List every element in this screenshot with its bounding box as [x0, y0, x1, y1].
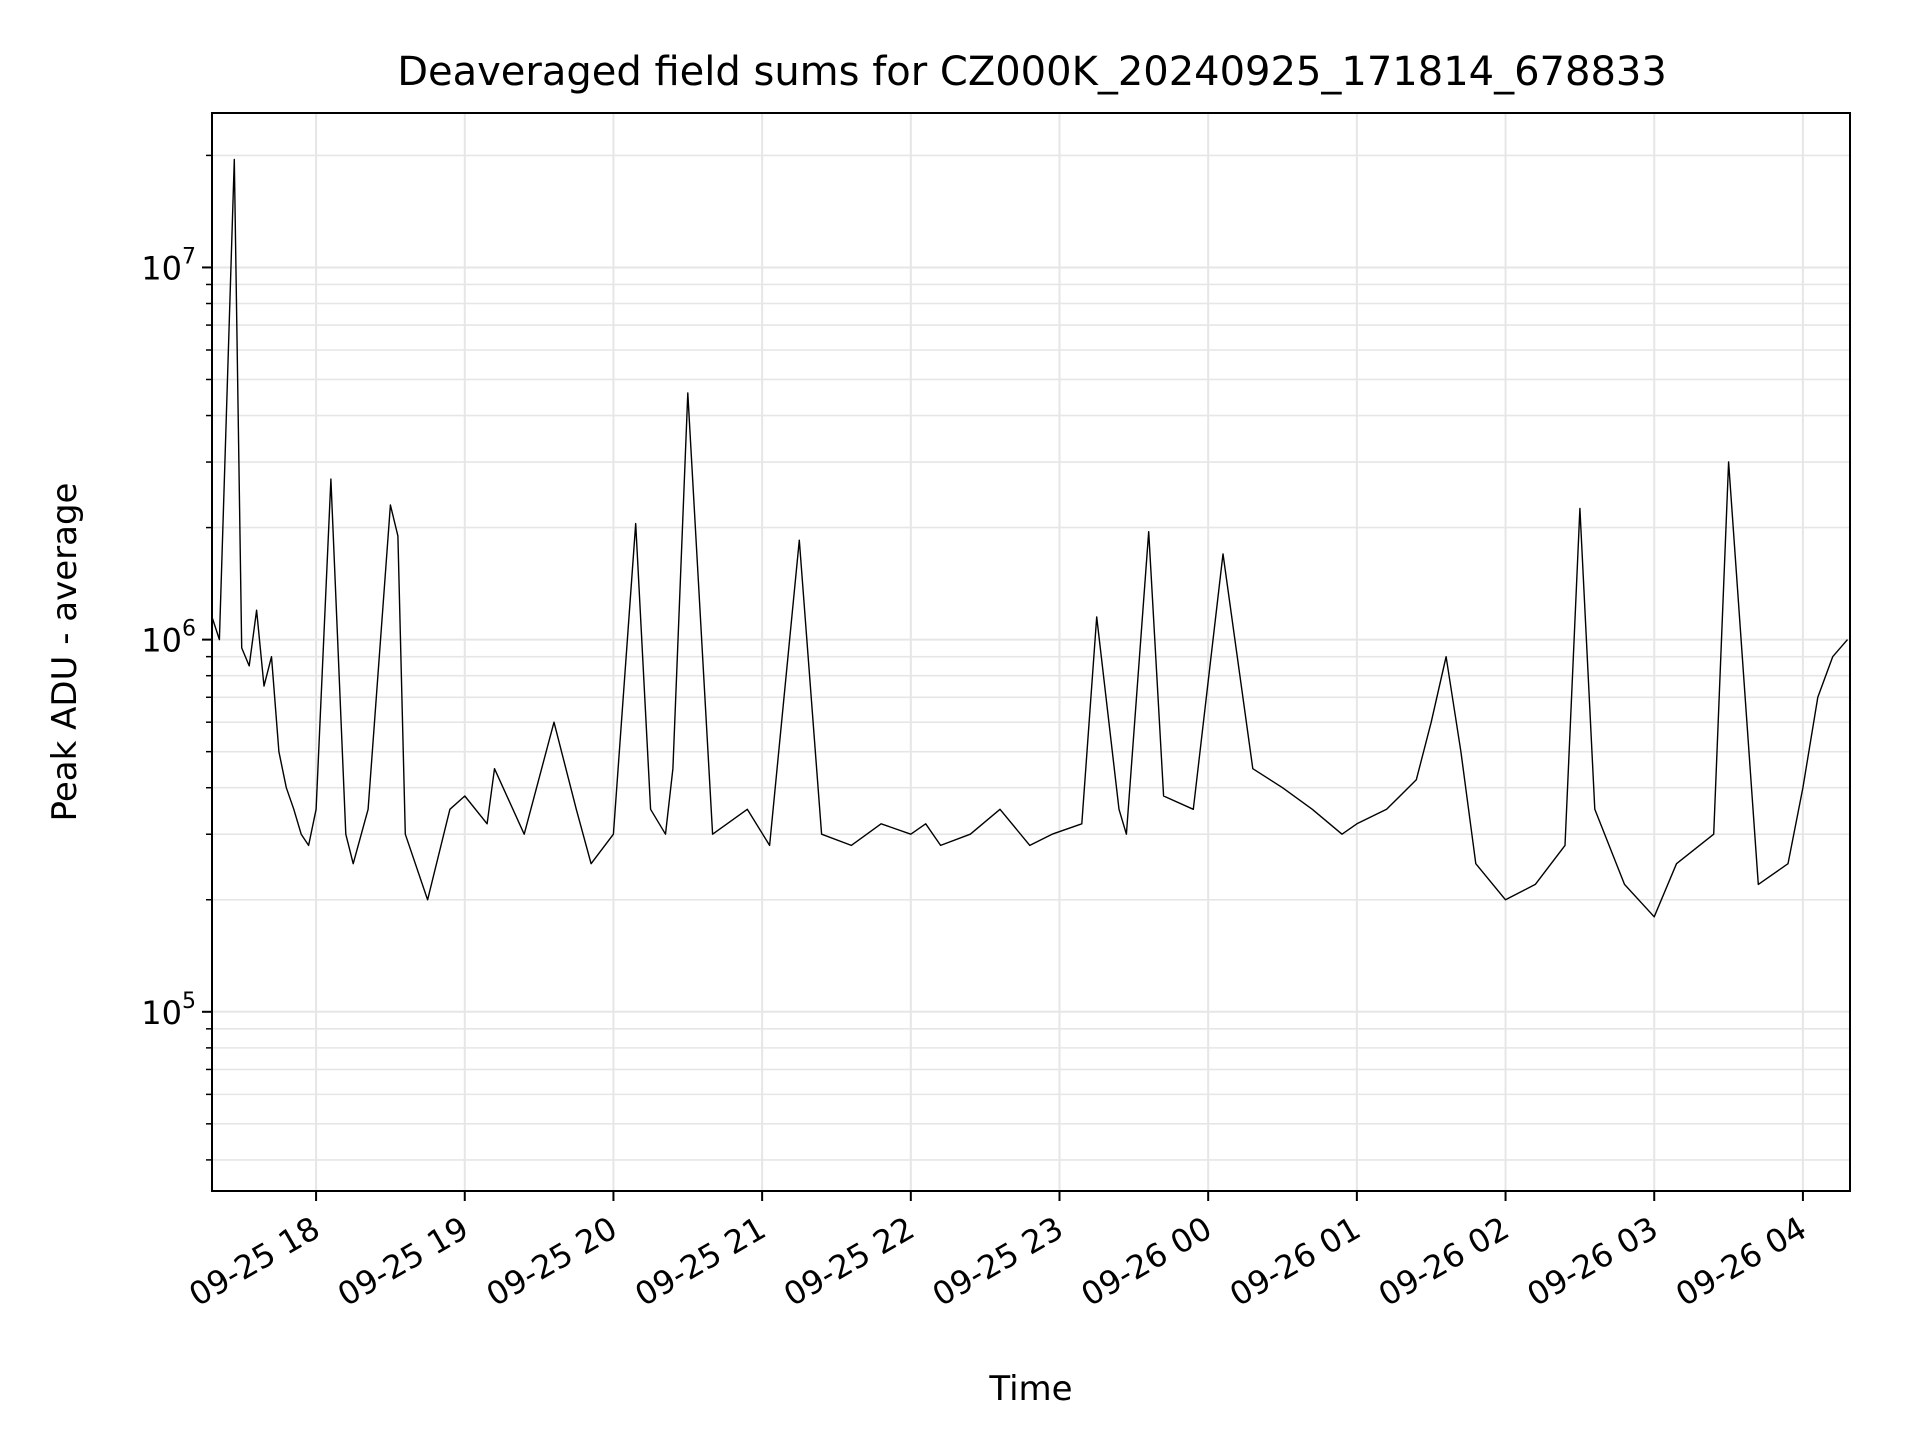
chart-title: Deaveraged field sums for CZ000K_2024092… — [397, 49, 1667, 95]
x-tick-label: 09-25 21 — [629, 1209, 773, 1314]
x-tick-label: 09-26 02 — [1372, 1209, 1516, 1314]
y-tick-label: 107 — [141, 244, 196, 287]
x-tick-label: 09-26 00 — [1075, 1209, 1219, 1314]
x-tick-label: 09-25 20 — [480, 1209, 624, 1314]
series-layer — [211, 158, 1849, 918]
y-axis: 105 106 107 — [141, 154, 212, 1161]
x-axis-label: Time — [988, 1369, 1072, 1409]
grid — [212, 113, 1850, 1191]
y-tick-label: 105 — [141, 989, 196, 1032]
x-tick-label: 09-25 18 — [182, 1209, 326, 1314]
x-tick-label: 09-25 22 — [777, 1209, 921, 1314]
x-tick-label: 09-26 03 — [1521, 1209, 1665, 1314]
x-tick-label: 09-26 01 — [1223, 1209, 1367, 1314]
x-axis: 09-25 18 09-25 19 09-25 20 09-25 21 09-25 22… — [182, 1191, 1813, 1314]
series-line — [211, 158, 1849, 918]
x-tick-label: 09-26 04 — [1669, 1209, 1813, 1314]
y-tick-label: 106 — [141, 617, 196, 660]
y-axis-label: Peak ADU - average — [45, 483, 85, 822]
x-tick-label: 09-25 19 — [331, 1209, 475, 1314]
plot-frame — [211, 112, 1851, 1192]
x-tick-label: 09-25 23 — [926, 1209, 1070, 1314]
